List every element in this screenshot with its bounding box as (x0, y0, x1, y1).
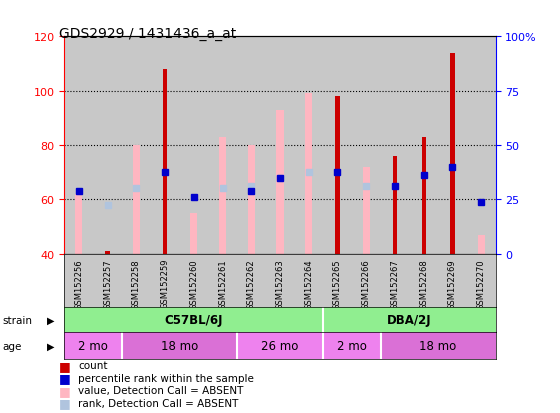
Text: GSM152265: GSM152265 (333, 258, 342, 309)
Text: GSM152260: GSM152260 (189, 258, 198, 309)
Bar (409, 37, 438, 254)
Bar (151, 37, 179, 254)
Bar (237, 37, 265, 254)
Text: strain: strain (3, 316, 33, 325)
Text: GSM152263: GSM152263 (276, 258, 284, 309)
Bar (393, 157, 397, 254)
Bar (248, 145, 255, 254)
Bar (237, 332, 323, 359)
Text: ▶: ▶ (46, 316, 54, 325)
Bar (179, 37, 208, 254)
Bar (295, 37, 323, 254)
Text: age: age (3, 341, 22, 351)
Text: value, Detection Call = ABSENT: value, Detection Call = ABSENT (78, 385, 244, 395)
Text: 18 mo: 18 mo (419, 339, 457, 352)
Bar (381, 332, 496, 359)
Bar (163, 70, 167, 254)
Text: count: count (78, 361, 108, 370)
Text: GSM152264: GSM152264 (304, 258, 313, 309)
Text: DBA/2J: DBA/2J (387, 313, 432, 327)
Text: ▶: ▶ (46, 341, 54, 351)
Bar (450, 53, 455, 254)
Text: percentile rank within the sample: percentile rank within the sample (78, 373, 254, 383)
Text: C57BL/6J: C57BL/6J (165, 313, 223, 327)
Bar (122, 332, 237, 359)
Bar (305, 94, 312, 254)
Bar (64, 308, 323, 332)
Bar (265, 37, 295, 254)
Text: GSM152262: GSM152262 (247, 258, 256, 309)
Bar (467, 37, 496, 254)
Text: GSM152256: GSM152256 (74, 258, 83, 309)
Bar (208, 37, 237, 254)
Text: ■: ■ (59, 384, 71, 397)
Bar (105, 251, 110, 254)
Bar (323, 332, 381, 359)
Bar (277, 110, 283, 254)
Bar (64, 332, 122, 359)
Text: GSM152257: GSM152257 (103, 258, 112, 309)
Text: GSM152258: GSM152258 (132, 258, 141, 309)
Bar (64, 37, 93, 254)
Bar (219, 138, 226, 254)
Text: GSM152267: GSM152267 (390, 258, 399, 309)
Bar (438, 37, 467, 254)
Text: GSM152270: GSM152270 (477, 258, 486, 309)
Text: ■: ■ (59, 371, 71, 385)
Bar (335, 97, 340, 254)
Text: 26 mo: 26 mo (262, 339, 298, 352)
Text: ■: ■ (59, 396, 71, 409)
Text: GSM152269: GSM152269 (448, 258, 457, 309)
Bar (133, 145, 140, 254)
Bar (363, 167, 370, 254)
Bar (381, 37, 409, 254)
Bar (93, 37, 122, 254)
Text: GSM152266: GSM152266 (362, 258, 371, 309)
Bar (352, 37, 381, 254)
Text: 18 mo: 18 mo (161, 339, 198, 352)
Text: 2 mo: 2 mo (78, 339, 108, 352)
Text: 2 mo: 2 mo (337, 339, 367, 352)
Text: GSM152268: GSM152268 (419, 258, 428, 309)
Bar (190, 214, 197, 254)
Bar (478, 235, 485, 254)
Bar (323, 308, 496, 332)
Text: GSM152261: GSM152261 (218, 258, 227, 309)
Text: ■: ■ (59, 359, 71, 372)
Text: GDS2929 / 1431436_a_at: GDS2929 / 1431436_a_at (59, 27, 236, 41)
Bar (75, 195, 82, 254)
Bar (323, 37, 352, 254)
Bar (122, 37, 151, 254)
Text: GSM152259: GSM152259 (161, 258, 170, 309)
Bar (422, 138, 426, 254)
Text: rank, Detection Call = ABSENT: rank, Detection Call = ABSENT (78, 398, 239, 408)
